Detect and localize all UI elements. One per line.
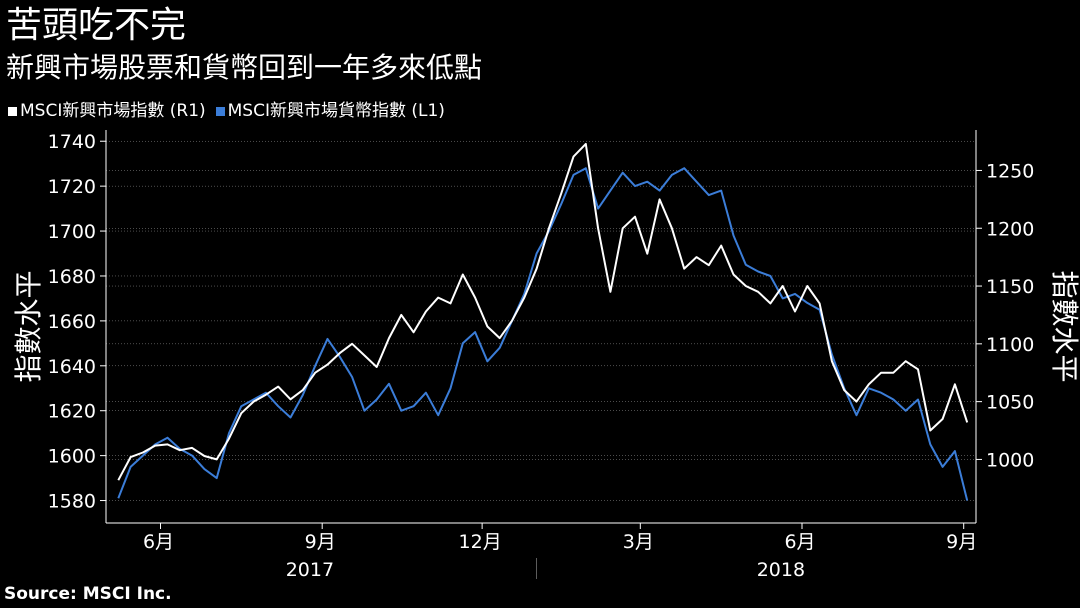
x-tick-label-1: 9月 [305, 531, 336, 553]
left-axis-title: 指數水平 [12, 270, 45, 382]
chart-title: 苦頭吃不完 [6, 5, 187, 46]
right-tick-label-2: 1100 [986, 334, 1034, 356]
x-tick-label-2: 12月 [459, 531, 502, 553]
legend-swatch-blue [215, 106, 225, 116]
left-tick-label-3: 1640 [48, 356, 96, 378]
source-note: Source: MSCI Inc. [4, 584, 172, 604]
left-tick-label-7: 1720 [48, 176, 96, 198]
left-tick-label-0: 1580 [48, 491, 96, 513]
year-label-0: 2017 [286, 559, 334, 581]
right-tick-label-4: 1200 [986, 218, 1034, 240]
left-tick-label-1: 1600 [48, 446, 96, 468]
series-line-msci-currency [117, 167, 969, 501]
right-tick-label-0: 1000 [986, 449, 1034, 471]
year-label-1: 2018 [757, 559, 805, 581]
right-axis-title: 指數水平 [1048, 270, 1080, 382]
right-tick-label-5: 1250 [986, 160, 1034, 182]
x-tick-label-0: 6月 [143, 531, 174, 553]
left-tick-label-5: 1680 [48, 266, 96, 288]
x-tick-label-3: 3月 [623, 531, 654, 553]
series-line-msci-index [117, 142, 969, 481]
legend-label-msci-index: MSCI新興市場指數 (R1) [20, 101, 206, 121]
right-tick-label-3: 1150 [986, 276, 1034, 298]
x-tick-label-4: 6月 [784, 531, 815, 553]
chart-legend: MSCI新興市場指數 (R1) MSCI新興市場貨幣指數 (L1) [8, 100, 445, 122]
right-tick-label-1: 1050 [986, 392, 1034, 414]
legend-swatch-white [8, 106, 17, 116]
legend-item-msci-index: MSCI新興市場指數 (R1) [8, 100, 206, 122]
x-tick-label-5: 9月 [946, 531, 977, 553]
legend-item-msci-currency: MSCI新興市場貨幣指數 (L1) [215, 100, 445, 122]
left-tick-label-2: 1620 [48, 401, 96, 423]
left-tick-label-4: 1660 [48, 311, 96, 333]
left-tick-label-8: 1740 [48, 131, 96, 153]
chart-subtitle: 新興市場股票和貨幣回到一年多來低點 [6, 51, 483, 84]
legend-label-msci-currency: MSCI新興市場貨幣指數 (L1) [227, 101, 445, 121]
left-tick-label-6: 1700 [48, 221, 96, 243]
